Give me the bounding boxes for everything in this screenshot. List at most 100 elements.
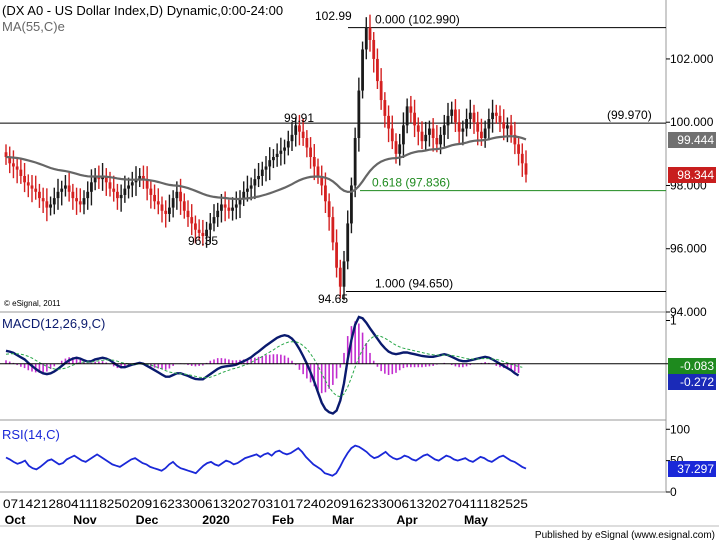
- candle-body: [149, 188, 153, 195]
- candle-body: [431, 128, 435, 139]
- candle-body: [71, 191, 75, 199]
- candle-body: [242, 191, 246, 199]
- x-axis-month-label: May: [464, 513, 488, 527]
- fibonacci-lines: 0.000 (102.990) (99.970) 0.618 (97.836) 1.0…: [0, 13, 666, 292]
- candle-body: [130, 182, 134, 186]
- candle-body: [23, 175, 26, 183]
- x-axis-month-label: Feb: [272, 513, 294, 527]
- x-axis-month-label: 2020: [202, 513, 230, 527]
- candle-body: [246, 188, 249, 192]
- candle-body: [82, 198, 86, 205]
- candle-body: [19, 169, 23, 176]
- candle-body: [216, 210, 220, 218]
- price-annotation: 102.99: [315, 9, 352, 23]
- candle-body: [372, 39, 376, 59]
- candle-body: [342, 261, 346, 287]
- candle-body: [383, 100, 387, 116]
- candle-body: [387, 115, 390, 129]
- candle-body: [428, 128, 431, 135]
- candle-body: [376, 58, 379, 82]
- candle-body: [439, 134, 442, 145]
- candle-body: [41, 198, 45, 202]
- candle-body: [413, 112, 416, 126]
- rsi-panel: 100500: [5, 422, 690, 499]
- candle-body: [435, 138, 439, 145]
- footer-credit: Published by eSignal (www.esignal.com): [535, 530, 715, 541]
- candle-body: [145, 179, 149, 189]
- candle-body: [502, 122, 506, 129]
- candle-body: [442, 125, 446, 135]
- candle-body: [457, 122, 461, 132]
- candle-body: [305, 138, 309, 148]
- candle-body: [231, 207, 234, 211]
- candle-body: [60, 188, 64, 192]
- candle-body: [205, 229, 208, 237]
- candle-body: [468, 112, 472, 120]
- candle-body: [364, 27, 368, 50]
- candle-body: [446, 115, 450, 126]
- candle-body: [249, 185, 253, 189]
- candle-body: [509, 125, 513, 135]
- candle-body: [268, 160, 272, 167]
- candle-body: [194, 223, 197, 230]
- candle-body: [368, 27, 372, 40]
- candle-body: [353, 138, 357, 186]
- candle-body: [49, 204, 52, 208]
- candle-body: [301, 131, 305, 139]
- candle-body: [338, 267, 342, 287]
- candles: [4, 14, 528, 301]
- panel-frames: [0, 0, 719, 527]
- candle-body: [234, 204, 238, 208]
- x-axis-month-label: Oct: [5, 513, 26, 527]
- x-axis-month-label: Dec: [136, 513, 159, 527]
- price-tick-label: 100.000: [670, 115, 714, 129]
- candle-body: [34, 188, 38, 192]
- candle-body: [309, 147, 312, 157]
- candle-body: [208, 223, 212, 230]
- fib-label: 1.000 (94.650): [375, 276, 453, 290]
- candle-body: [160, 204, 164, 211]
- candle-body: [67, 185, 71, 192]
- candle-body: [264, 166, 268, 170]
- candle-body: [476, 122, 480, 132]
- price-annotation: 96.35: [188, 234, 218, 248]
- price-annotation: 99.91: [284, 111, 314, 125]
- candle-body: [175, 191, 179, 199]
- candle-body: [398, 144, 402, 154]
- candle-body: [517, 144, 520, 154]
- candle-body: [283, 147, 286, 151]
- candle-body: [197, 229, 201, 233]
- candle-body: [112, 188, 116, 192]
- signal-value-box: -0.083: [668, 358, 716, 375]
- candle-body: [182, 201, 186, 211]
- candle-body: [402, 125, 405, 145]
- candle-body: [316, 166, 320, 176]
- ma-line: [5, 135, 527, 201]
- candle-body: [127, 185, 130, 189]
- candle-body: [320, 175, 324, 186]
- candle-body: [56, 191, 60, 199]
- x-axis-month-label: Apr: [396, 513, 418, 527]
- candle-body: [30, 185, 34, 189]
- fib-label: (99.970): [607, 108, 652, 122]
- candle-body: [190, 217, 194, 224]
- candle-body: [164, 210, 168, 214]
- x-axis-month-label: Mar: [332, 513, 354, 527]
- candle-body: [279, 150, 283, 154]
- candle-body: [424, 134, 428, 142]
- candle-body: [64, 185, 67, 189]
- candle-body: [524, 163, 528, 175]
- candle-body: [104, 175, 108, 183]
- rsi-line: [5, 444, 527, 477]
- candle-body: [506, 125, 509, 129]
- candle-body: [379, 81, 383, 101]
- candle-body: [357, 90, 361, 139]
- candle-body: [201, 232, 205, 237]
- candle-body: [223, 204, 227, 208]
- candle-body: [346, 223, 350, 262]
- fib-label: 0.000 (102.990): [375, 13, 460, 27]
- candle-body: [257, 175, 260, 180]
- price-tick-label: 96.000: [670, 242, 707, 256]
